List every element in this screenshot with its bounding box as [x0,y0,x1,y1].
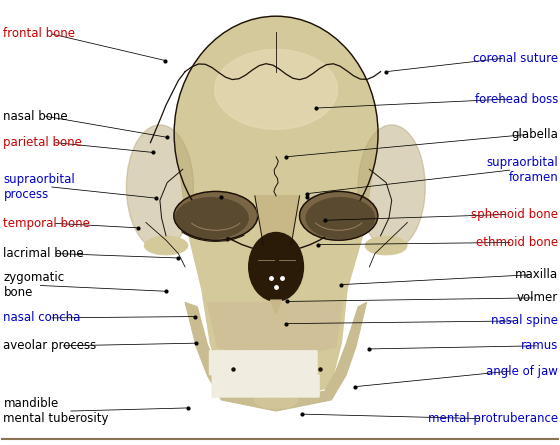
Text: nasal concha: nasal concha [3,312,81,324]
FancyBboxPatch shape [249,350,264,375]
Polygon shape [255,196,300,245]
Text: nasal bone: nasal bone [3,109,68,122]
FancyBboxPatch shape [225,375,239,397]
FancyBboxPatch shape [252,375,266,397]
Text: supraorbital
process: supraorbital process [3,173,75,201]
Text: forehead boss: forehead boss [475,93,558,105]
FancyBboxPatch shape [263,350,277,375]
FancyBboxPatch shape [236,350,250,375]
Text: mental protruberance: mental protruberance [428,412,558,425]
FancyBboxPatch shape [212,375,226,397]
FancyBboxPatch shape [292,375,306,397]
FancyBboxPatch shape [265,375,279,397]
Text: lacrimal bone: lacrimal bone [3,247,84,260]
Text: supraorbital
foramen: supraorbital foramen [487,156,558,184]
Ellipse shape [144,236,188,255]
Ellipse shape [249,232,304,301]
FancyBboxPatch shape [303,350,318,375]
Text: aveolar process: aveolar process [3,340,97,352]
Ellipse shape [300,191,378,240]
Ellipse shape [306,198,375,239]
Polygon shape [178,160,374,405]
FancyBboxPatch shape [306,375,320,397]
FancyBboxPatch shape [239,375,253,397]
Text: volmer: volmer [517,291,558,304]
Polygon shape [270,300,282,313]
FancyBboxPatch shape [279,375,293,397]
FancyBboxPatch shape [209,350,223,375]
Ellipse shape [174,16,378,251]
Text: nasal spine: nasal spine [491,315,558,328]
Text: maxilla: maxilla [515,268,558,281]
Ellipse shape [175,198,248,239]
Text: temporal bone: temporal bone [3,217,90,230]
Text: ethmoid bone: ethmoid bone [476,236,558,249]
Text: angle of jaw: angle of jaw [486,364,558,378]
Ellipse shape [174,191,258,240]
Text: ramus: ramus [521,340,558,352]
FancyBboxPatch shape [290,350,304,375]
Polygon shape [207,302,343,359]
Ellipse shape [214,49,338,129]
Text: parietal bone: parietal bone [3,136,82,149]
Text: coronal suture: coronal suture [473,52,558,65]
Ellipse shape [365,236,407,255]
Text: mandible
mental tuberosity: mandible mental tuberosity [3,397,109,425]
Polygon shape [185,302,367,411]
Text: sphenoid bone: sphenoid bone [471,208,558,221]
Ellipse shape [358,125,425,249]
FancyBboxPatch shape [222,350,237,375]
Text: glabella: glabella [511,128,558,141]
Text: frontal bone: frontal bone [3,28,76,40]
Text: zygomatic
bone: zygomatic bone [3,271,64,299]
FancyBboxPatch shape [276,350,291,375]
Ellipse shape [127,125,193,249]
Ellipse shape [254,391,298,409]
